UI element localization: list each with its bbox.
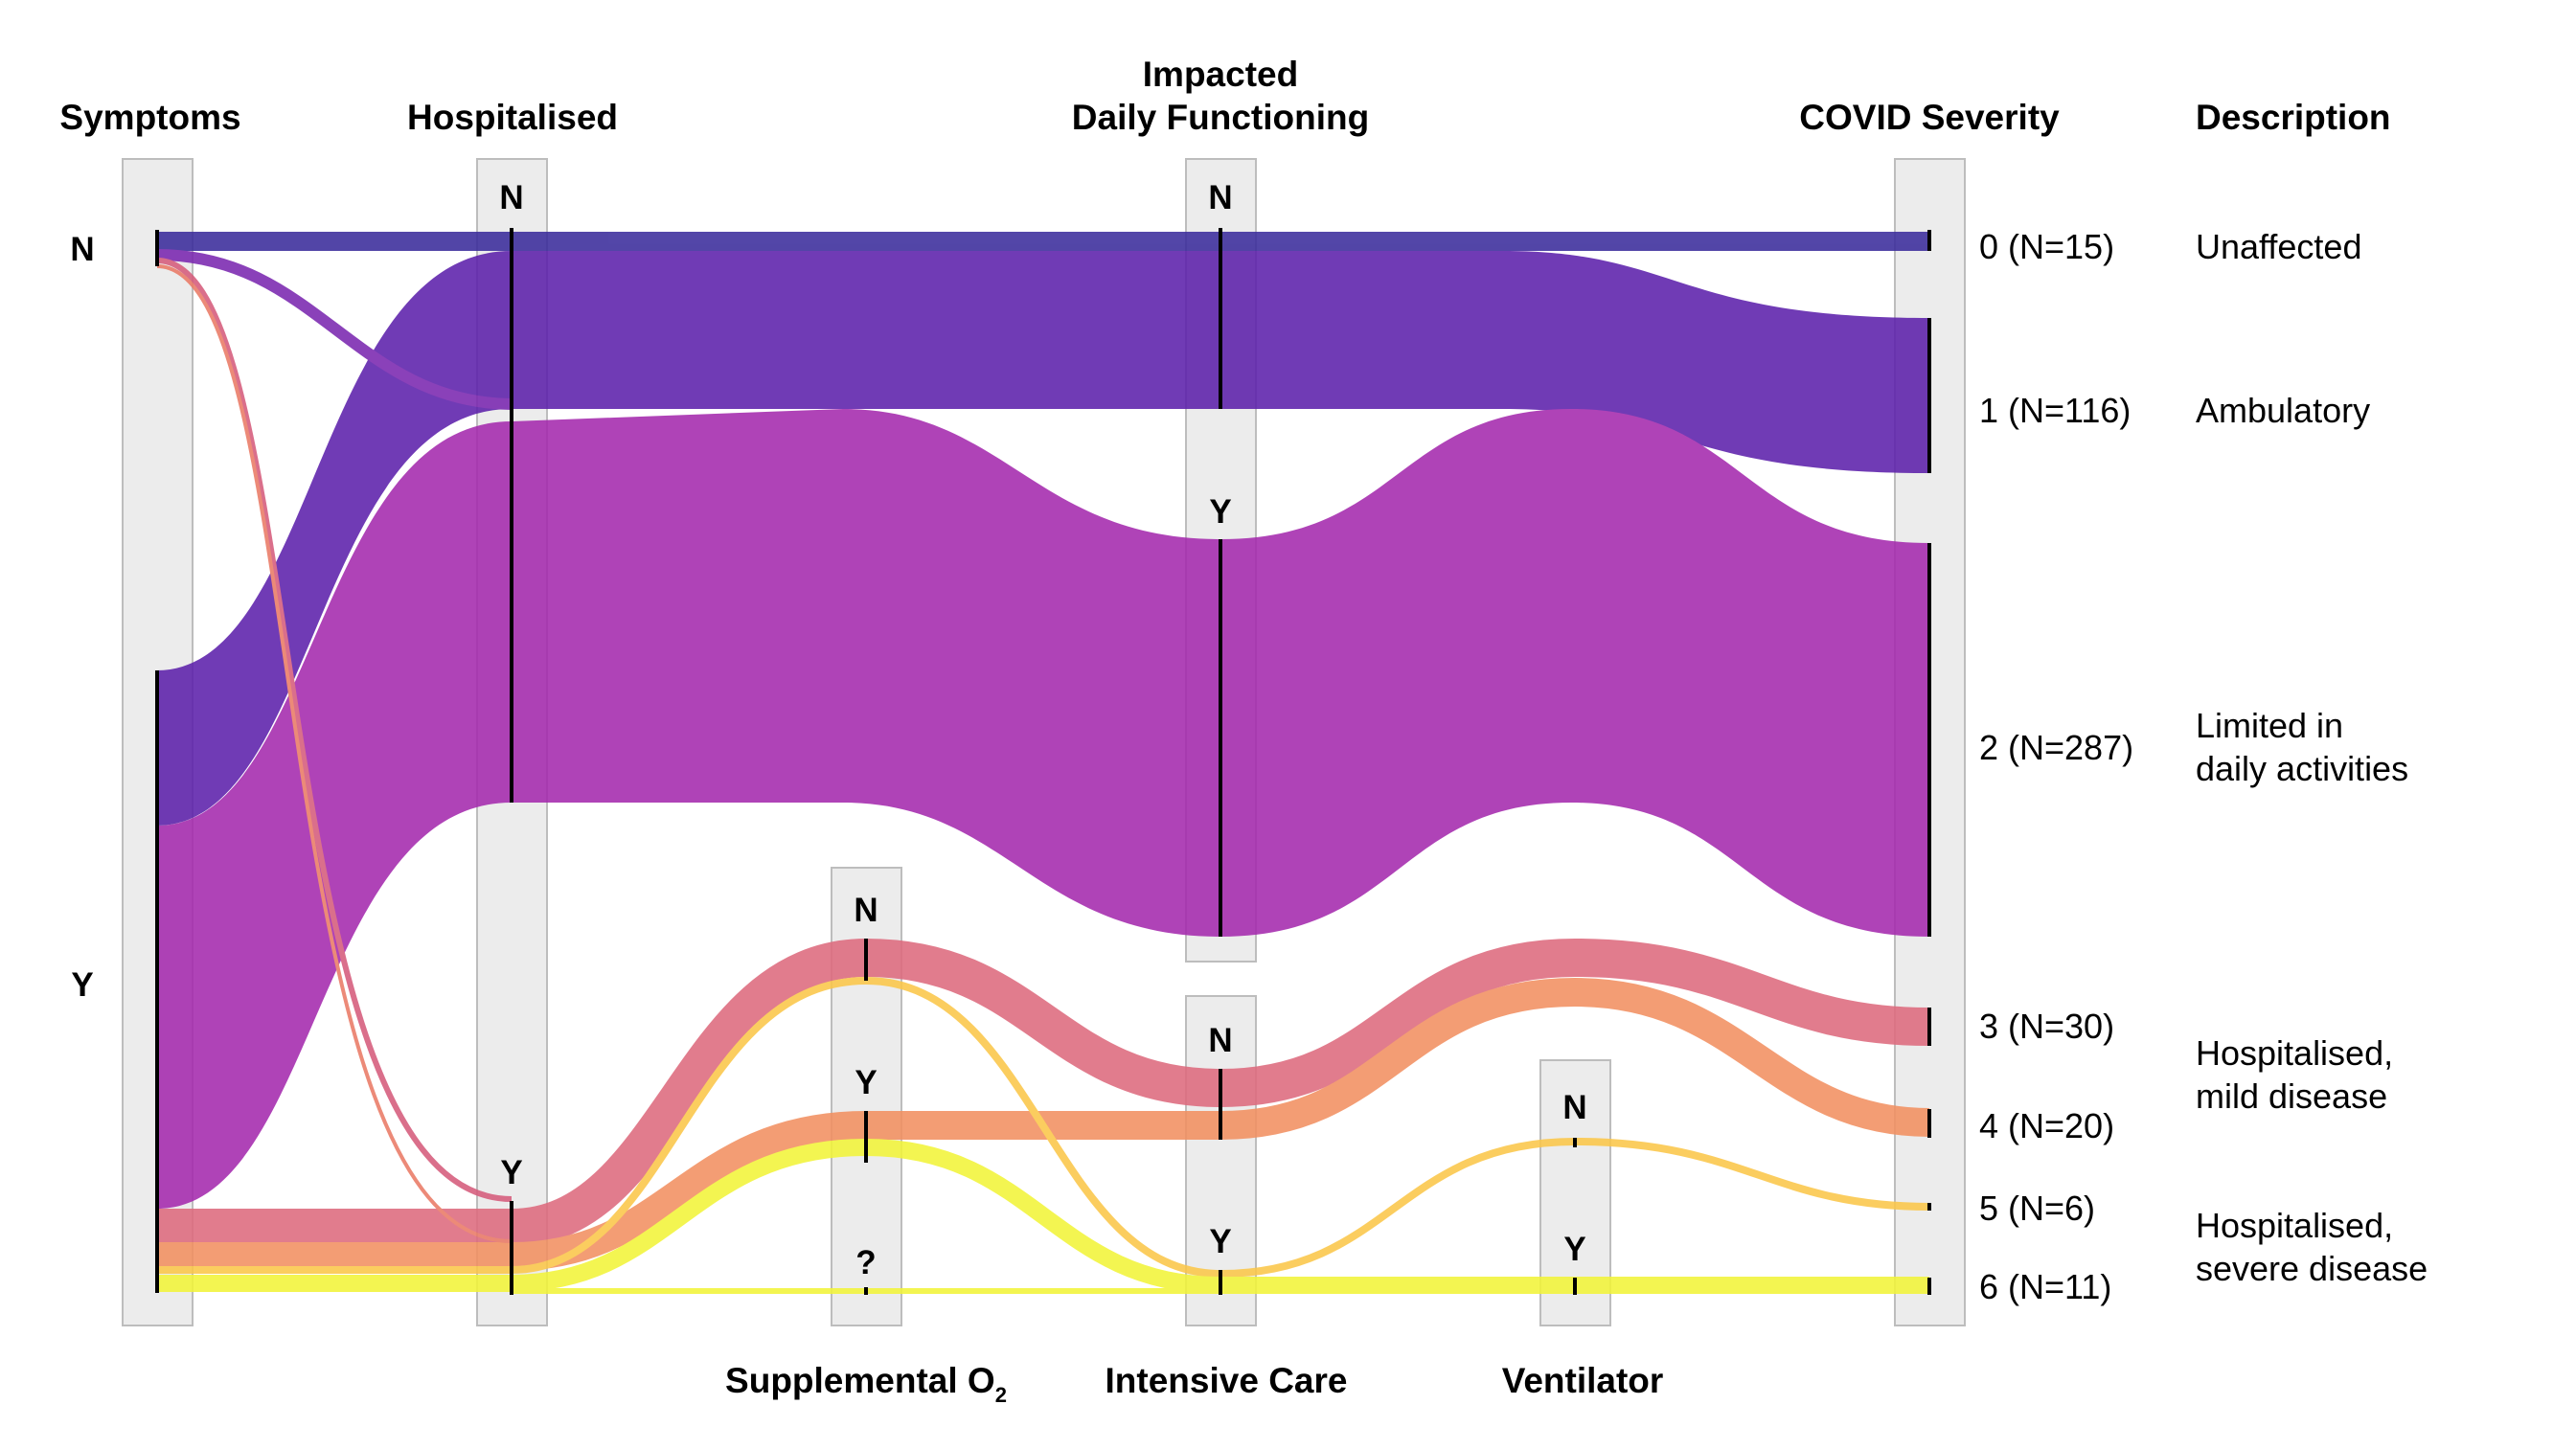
header-intensive-care: Intensive Care <box>1106 1361 1348 1400</box>
severity-labels: 0 (N=15) 1 (N=116) 2 (N=287) 3 (N=30) 4 … <box>1979 227 2133 1306</box>
header-symptoms: Symptoms <box>59 98 240 137</box>
flow-severity-4-from-n <box>156 264 513 1243</box>
node-vent-n: N <box>1562 1089 1586 1126</box>
node-vent-y: Y <box>1563 1231 1585 1268</box>
header-severity: COVID Severity <box>1799 98 2060 137</box>
node-hosp-n: N <box>499 179 523 216</box>
description-unaffected: Unaffected <box>2196 227 2361 266</box>
header-ventilator: Ventilator <box>1502 1361 1664 1400</box>
header-supplemental: Supplemental O2 <box>725 1361 1007 1407</box>
description-hosp-mild-line2: mild disease <box>2196 1076 2387 1116</box>
description-hosp-severe-line2: severe disease <box>2196 1249 2428 1288</box>
header-supplemental-main: Supplemental O <box>725 1361 995 1400</box>
severity-label-4: 4 (N=20) <box>1979 1106 2114 1145</box>
header-description: Description <box>2196 98 2391 137</box>
flow-severity-0 <box>157 232 1929 251</box>
node-icu-y: Y <box>1209 1223 1231 1260</box>
severity-label-6: 6 (N=11) <box>1979 1267 2111 1306</box>
node-icu-n: N <box>1208 1022 1232 1059</box>
node-ticks <box>155 228 1931 1295</box>
node-labels: N Y N Y N Y ? N Y N Y N Y <box>70 179 1586 1281</box>
description-hosp-severe-line1: Hospitalised, <box>2196 1206 2393 1245</box>
description-hosp-mild-line1: Hospitalised, <box>2196 1033 2393 1073</box>
header-supplemental-sub: 2 <box>995 1383 1007 1407</box>
node-hosp-y: Y <box>500 1154 522 1191</box>
flows <box>156 232 1930 1294</box>
flow-severity-1-from-n <box>156 249 513 410</box>
header-hospitalised: Hospitalised <box>407 98 618 137</box>
flow-severity-2-main <box>157 409 1929 1209</box>
header-impacted-line1: Impacted <box>1143 55 1298 94</box>
description-limited-line1: Limited in <box>2196 706 2343 745</box>
severity-label-1: 1 (N=116) <box>1979 391 2131 430</box>
descriptions: Unaffected Ambulatory Limited in daily a… <box>2196 227 2428 1288</box>
description-ambulatory: Ambulatory <box>2196 391 2370 430</box>
node-symptoms-n: N <box>70 231 94 268</box>
header-impacted-line2: Daily Functioning <box>1072 98 1369 137</box>
node-symptoms-y: Y <box>71 966 93 1004</box>
severity-label-3: 3 (N=30) <box>1979 1007 2114 1046</box>
flow-severity-3 <box>157 938 1930 1247</box>
flow-severity-1-main <box>157 251 1929 826</box>
node-impact-y: Y <box>1209 493 1231 531</box>
flow-severity-5 <box>157 976 1930 1279</box>
node-o2-y: Y <box>855 1064 877 1101</box>
flow-severity-4 <box>157 977 1930 1271</box>
description-limited-line2: daily activities <box>2196 749 2408 788</box>
node-o2-unknown: ? <box>855 1244 876 1281</box>
severity-label-0: 0 (N=15) <box>1979 227 2114 266</box>
node-o2-n: N <box>854 892 878 929</box>
severity-label-2: 2 (N=287) <box>1979 728 2133 767</box>
flow-severity-3-from-n <box>156 258 513 1202</box>
headers: Symptoms Hospitalised Impacted Daily Fun… <box>59 55 2390 1407</box>
node-impact-n: N <box>1208 179 1232 216</box>
severity-label-5: 5 (N=6) <box>1979 1189 2095 1228</box>
